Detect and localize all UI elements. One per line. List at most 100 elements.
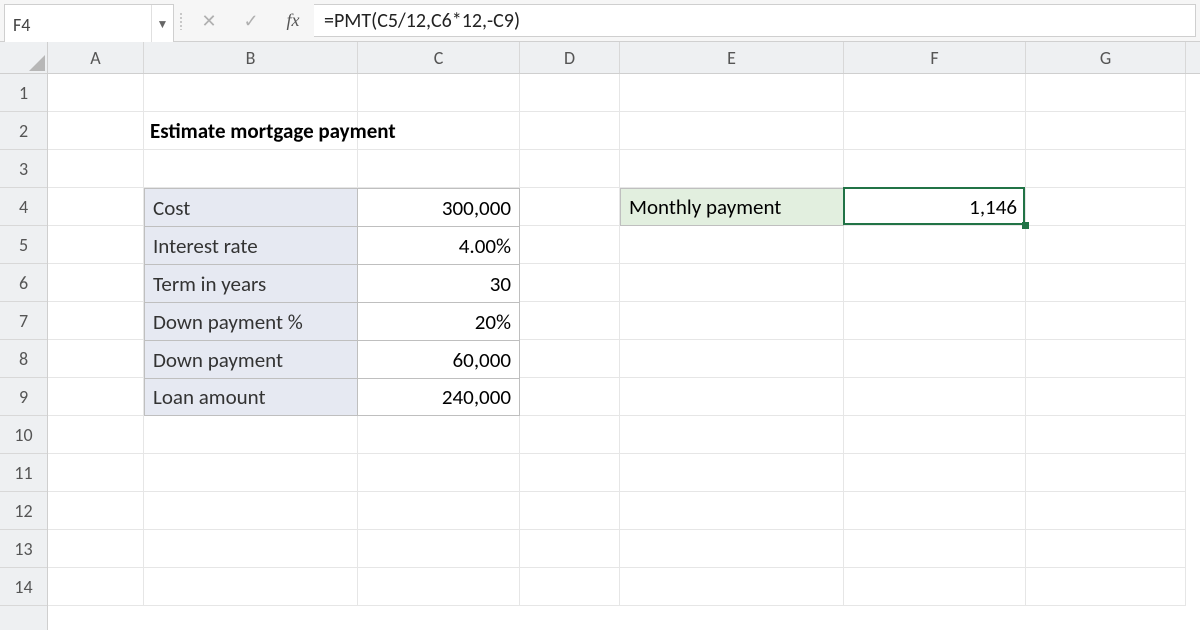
cell[interactable] [1026, 454, 1186, 492]
cell[interactable] [520, 302, 620, 340]
input-label[interactable]: Interest rate [144, 226, 358, 264]
cell[interactable] [144, 74, 358, 112]
cell[interactable] [358, 454, 520, 492]
cell[interactable] [520, 188, 620, 226]
row-header[interactable]: 3 [0, 150, 47, 188]
cell[interactable] [48, 530, 144, 568]
accept-formula-icon[interactable]: ✓ [230, 0, 272, 41]
input-label[interactable]: Term in years [144, 264, 358, 302]
row-header[interactable]: 6 [0, 264, 47, 302]
cell[interactable] [144, 530, 358, 568]
input-value[interactable]: 240,000 [358, 378, 520, 416]
cell[interactable] [620, 112, 844, 150]
select-all-corner[interactable] [0, 42, 48, 74]
cell[interactable] [844, 112, 1026, 150]
cell[interactable] [1026, 112, 1186, 150]
row-header[interactable]: 2 [0, 112, 47, 150]
cell[interactable] [620, 340, 844, 378]
cell[interactable] [144, 492, 358, 530]
cell[interactable] [520, 264, 620, 302]
input-label[interactable]: Down payment [144, 340, 358, 378]
row-header[interactable]: 5 [0, 226, 47, 264]
cell[interactable] [844, 74, 1026, 112]
cell[interactable] [620, 378, 844, 416]
row-header[interactable]: 14 [0, 568, 47, 606]
cell[interactable] [520, 150, 620, 188]
cell[interactable] [1026, 530, 1186, 568]
cell[interactable] [520, 74, 620, 112]
cell[interactable] [358, 74, 520, 112]
row-header[interactable]: 10 [0, 416, 47, 454]
cell[interactable] [1026, 188, 1186, 226]
cell[interactable] [48, 226, 144, 264]
cell[interactable] [48, 568, 144, 606]
column-header[interactable]: D [520, 42, 620, 73]
column-header[interactable]: E [620, 42, 844, 73]
fill-handle[interactable] [1022, 222, 1029, 229]
result-value[interactable]: 1,146 [844, 188, 1026, 226]
input-label[interactable]: Down payment % [144, 302, 358, 340]
cell[interactable] [358, 150, 520, 188]
row-header[interactable]: 11 [0, 454, 47, 492]
row-header[interactable]: 1 [0, 74, 47, 112]
cell[interactable] [1026, 264, 1186, 302]
cell[interactable] [620, 568, 844, 606]
cell[interactable] [620, 302, 844, 340]
cell[interactable] [358, 112, 520, 150]
insert-function-icon[interactable]: fx [272, 0, 314, 41]
cell[interactable] [844, 454, 1026, 492]
cell[interactable] [620, 492, 844, 530]
input-value[interactable]: 60,000 [358, 340, 520, 378]
name-box[interactable]: F4 ▼ [4, 4, 174, 45]
cell[interactable] [844, 302, 1026, 340]
cell[interactable] [520, 378, 620, 416]
cell[interactable] [844, 416, 1026, 454]
cell[interactable] [620, 150, 844, 188]
cell[interactable] [1026, 378, 1186, 416]
column-header[interactable]: G [1026, 42, 1186, 73]
cell[interactable] [844, 568, 1026, 606]
row-header[interactable]: 13 [0, 530, 47, 568]
cell[interactable] [1026, 74, 1186, 112]
result-label[interactable]: Monthly payment [620, 188, 844, 226]
cell[interactable] [844, 150, 1026, 188]
cell[interactable] [48, 378, 144, 416]
input-value[interactable]: 4.00% [358, 226, 520, 264]
row-header[interactable]: 9 [0, 378, 47, 416]
row-header[interactable]: 4 [0, 188, 47, 226]
cell[interactable] [48, 150, 144, 188]
input-value[interactable]: 300,000 [358, 188, 520, 226]
name-box-dropdown-icon[interactable]: ▼ [151, 5, 173, 44]
cell[interactable] [620, 226, 844, 264]
cell[interactable] [1026, 492, 1186, 530]
cell[interactable] [844, 226, 1026, 264]
input-label[interactable]: Cost [144, 188, 358, 226]
cell[interactable] [48, 188, 144, 226]
cancel-formula-icon[interactable]: ✕ [188, 0, 230, 41]
cell[interactable] [520, 226, 620, 264]
cell[interactable] [144, 568, 358, 606]
cell[interactable] [48, 302, 144, 340]
row-header[interactable]: 8 [0, 340, 47, 378]
cell[interactable] [620, 264, 844, 302]
input-label[interactable]: Loan amount [144, 378, 358, 416]
row-header[interactable]: 7 [0, 302, 47, 340]
cell[interactable] [48, 492, 144, 530]
cell[interactable] [1026, 150, 1186, 188]
cell[interactable] [144, 150, 358, 188]
cells-area[interactable]: Estimate mortgage paymentCost300,000Mont… [48, 74, 1200, 630]
cell[interactable] [48, 454, 144, 492]
cell[interactable] [1026, 416, 1186, 454]
cell[interactable] [48, 340, 144, 378]
cell[interactable] [520, 340, 620, 378]
column-header[interactable]: B [144, 42, 358, 73]
column-header[interactable]: F [844, 42, 1026, 73]
cell[interactable] [358, 492, 520, 530]
cell[interactable] [1026, 226, 1186, 264]
cell[interactable] [48, 264, 144, 302]
cell[interactable] [358, 416, 520, 454]
column-header[interactable]: A [48, 42, 144, 73]
cell[interactable] [620, 416, 844, 454]
cell[interactable] [1026, 340, 1186, 378]
cell[interactable] [520, 454, 620, 492]
